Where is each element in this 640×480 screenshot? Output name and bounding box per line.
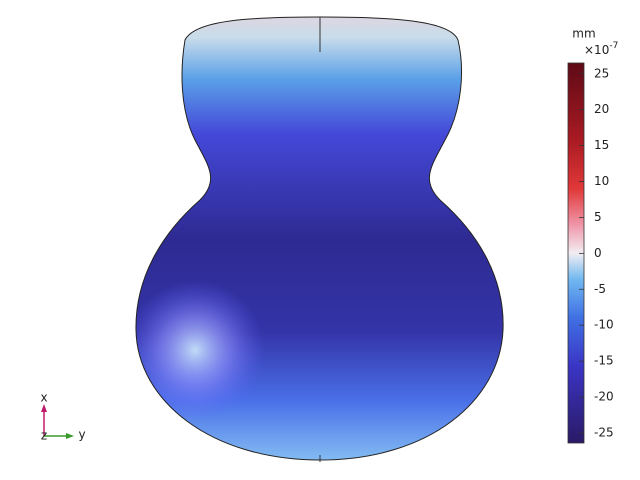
tick-label: 25	[594, 66, 609, 80]
tick-label: -5	[594, 282, 606, 296]
axis-label: x	[40, 391, 47, 405]
tick-label: 0	[594, 246, 602, 260]
guitar-surface	[135, 17, 504, 460]
tick-label: 15	[594, 138, 609, 152]
tick-label: -15	[594, 354, 614, 368]
tick-label: -20	[594, 390, 614, 404]
arrow-head	[41, 404, 47, 412]
arrow-head	[66, 433, 74, 439]
scale-exponent: -7	[609, 41, 618, 51]
scale-label: ×10	[584, 43, 609, 57]
tick-label: 5	[594, 210, 602, 224]
tick-label: -25	[594, 425, 614, 439]
scale: ×10-7	[584, 41, 618, 57]
axis-label: z	[41, 429, 47, 443]
tick-label: 20	[594, 102, 609, 116]
unit: mm	[572, 27, 595, 41]
tick-label: 10	[594, 174, 609, 188]
tick-label: -10	[594, 318, 614, 332]
axis-label: y	[78, 428, 85, 442]
